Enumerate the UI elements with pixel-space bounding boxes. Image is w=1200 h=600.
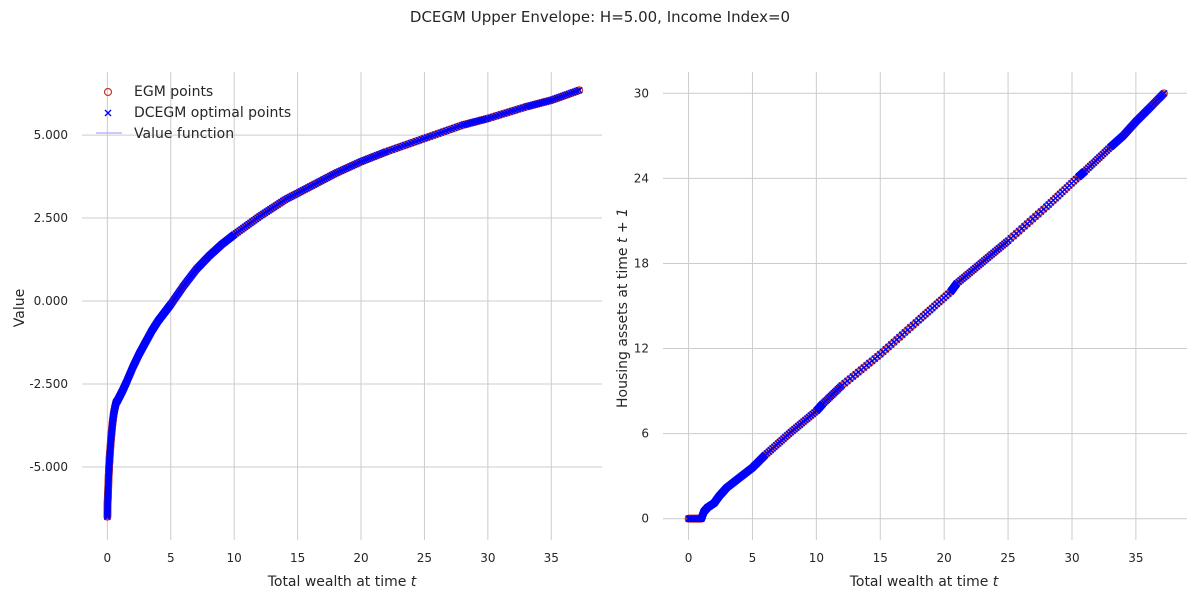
figure-title: DCEGM Upper Envelope: H=5.00, Income Ind…: [409, 8, 791, 26]
left-y-tick-label: 5.000: [34, 128, 68, 142]
right-y-tick-label: 0: [641, 512, 649, 526]
left-y-tick-label: 2.500: [34, 211, 68, 225]
left-y-tick-label: 0.000: [34, 294, 68, 308]
left-x-tick-label: 25: [417, 551, 432, 565]
right-points-layer: [684, 89, 1168, 523]
left-x-tick-label: 5: [167, 551, 175, 565]
right-x-tick-label: 10: [809, 551, 824, 565]
right-y-tick-label: 6: [641, 427, 649, 441]
left-x-tick-label: 10: [227, 551, 242, 565]
right-y-axis-label: Housing assets at time t + 1: [615, 208, 631, 408]
right-y-tick-label: 18: [634, 256, 649, 270]
left-y-tick-label: -2.500: [29, 377, 68, 391]
right-tick-labels: 0 5 10 15 20 25 30 35 0 6 12 18 24 30: [634, 86, 1144, 565]
right-x-axis-label: Total wealth at time t: [849, 574, 999, 590]
left-points-layer: [103, 86, 584, 521]
left-y-tick-label: -5.000: [29, 460, 68, 474]
left-gridlines: [82, 72, 602, 540]
left-x-tick-label: 30: [480, 551, 495, 565]
left-x-tick-label: 0: [104, 551, 112, 565]
right-y-tick-label: 24: [634, 171, 649, 185]
right-x-tick-label: 25: [1000, 551, 1015, 565]
left-x-tick-label: 35: [544, 551, 559, 565]
right-y-tick-label: 12: [634, 342, 649, 356]
right-gridlines: [663, 72, 1187, 540]
right-x-tick-label: 15: [873, 551, 888, 565]
left-tick-labels: 0 5 10 15 20 25 30 35 -5.000 -2.500 0.000 2.500 5.00…: [29, 128, 559, 565]
right-x-tick-label: 5: [749, 551, 757, 565]
right-x-tick-label: 0: [685, 551, 693, 565]
right-x-tick-label: 20: [937, 551, 952, 565]
left-x-tick-label: 20: [353, 551, 368, 565]
right-y-tick-label: 30: [634, 86, 649, 100]
right-x-tick-label: 35: [1128, 551, 1143, 565]
left-x-tick-label: 15: [290, 551, 305, 565]
right-x-tick-label: 30: [1064, 551, 1079, 565]
